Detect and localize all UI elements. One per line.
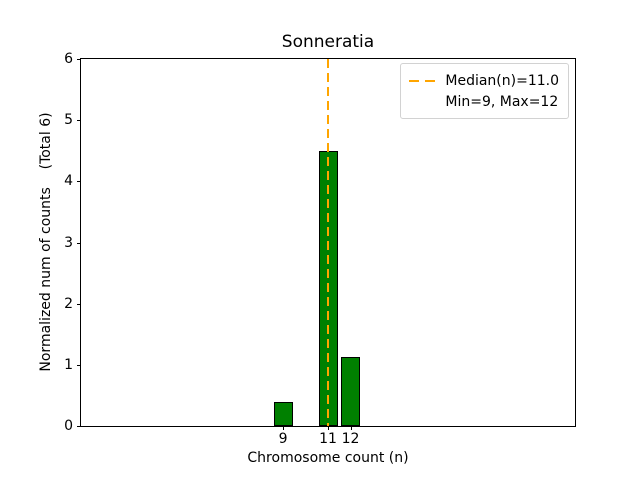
y-axis-label: Normalized num of counts (Total 6) (38, 112, 54, 372)
y-tick-5 (77, 120, 81, 122)
x-tick-label-12: 12 (341, 431, 360, 447)
bar-n9 (273, 402, 293, 426)
y-tick-label-1: 1 (64, 356, 73, 373)
y-tick-label-3: 3 (64, 234, 73, 251)
x-tick-label-11: 11 (319, 431, 337, 447)
x-tick-12 (350, 426, 352, 430)
y-tick-6 (77, 59, 81, 60)
empty-swatch (409, 101, 436, 103)
legend-entry-median: Median(n)=11.0 (409, 70, 559, 91)
legend-entry-minmax: Min=9, Max=12 (409, 91, 559, 112)
x-tick-label-9: 9 (278, 431, 288, 447)
legend-label-minmax: Min=9, Max=12 (445, 93, 559, 110)
y-tick-label-2: 2 (64, 295, 73, 312)
y-tick-label-4: 4 (64, 173, 73, 190)
axes-frame: 6 5 4 3 2 1 0 12 11 9 Median(n)=11.0 Min=9, Max=1… (64, 52, 576, 446)
x-tick-11 (328, 426, 329, 430)
chart-title: Sonneratia (281, 32, 375, 52)
y-tick-4 (77, 181, 81, 183)
y-tick-label-0: 0 (64, 418, 73, 434)
bar-n12 (340, 356, 360, 426)
median-line (327, 59, 329, 426)
legend: Median(n)=11.0 Min=9, Max=12 (400, 63, 569, 119)
x-tick-9 (283, 426, 285, 430)
y-tick-3 (77, 242, 81, 244)
y-tick-2 (77, 303, 81, 305)
y-tick-0 (77, 426, 81, 427)
x-axis-label: Chromosome count (n) (247, 450, 409, 466)
legend-label-median: Median(n)=11.0 (445, 72, 559, 89)
median-dashed-line-swatch (409, 79, 437, 82)
y-tick-label-5: 5 (64, 112, 73, 129)
y-tick-label-6: 6 (64, 51, 73, 67)
y-tick-1 (77, 364, 81, 366)
